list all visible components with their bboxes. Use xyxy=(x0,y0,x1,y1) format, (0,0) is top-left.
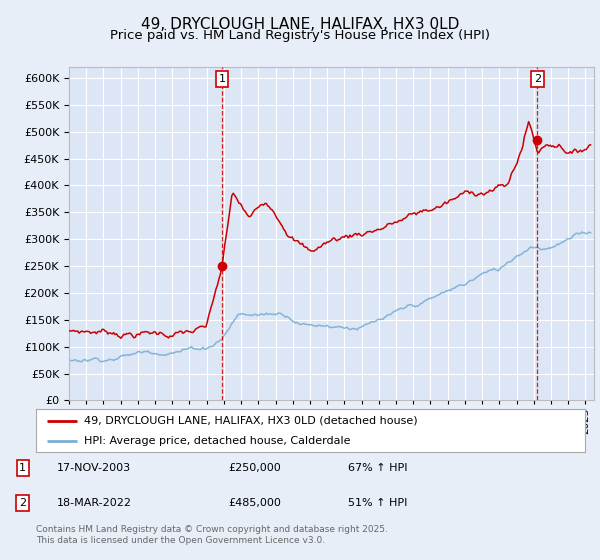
Text: 2: 2 xyxy=(534,74,541,84)
Text: 49, DRYCLOUGH LANE, HALIFAX, HX3 0LD: 49, DRYCLOUGH LANE, HALIFAX, HX3 0LD xyxy=(141,17,459,32)
Text: £250,000: £250,000 xyxy=(228,463,281,473)
Text: HPI: Average price, detached house, Calderdale: HPI: Average price, detached house, Cald… xyxy=(85,436,351,446)
Text: 49, DRYCLOUGH LANE, HALIFAX, HX3 0LD (detached house): 49, DRYCLOUGH LANE, HALIFAX, HX3 0LD (de… xyxy=(85,416,418,426)
Text: 1: 1 xyxy=(218,74,226,84)
Text: 67% ↑ HPI: 67% ↑ HPI xyxy=(348,463,407,473)
Text: 1: 1 xyxy=(19,463,26,473)
Text: 2: 2 xyxy=(19,498,26,508)
Text: Price paid vs. HM Land Registry's House Price Index (HPI): Price paid vs. HM Land Registry's House … xyxy=(110,29,490,42)
Text: 17-NOV-2003: 17-NOV-2003 xyxy=(57,463,131,473)
Text: 51% ↑ HPI: 51% ↑ HPI xyxy=(348,498,407,508)
Text: 18-MAR-2022: 18-MAR-2022 xyxy=(57,498,132,508)
Text: £485,000: £485,000 xyxy=(228,498,281,508)
Text: Contains HM Land Registry data © Crown copyright and database right 2025.
This d: Contains HM Land Registry data © Crown c… xyxy=(36,525,388,545)
